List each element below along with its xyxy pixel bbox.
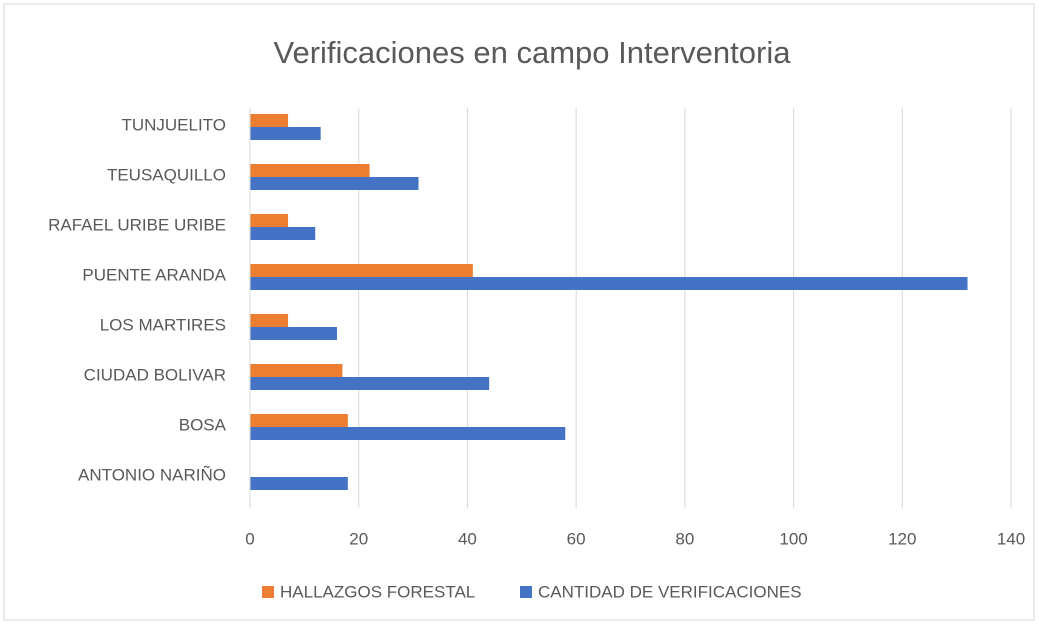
y-tick-label: CIUDAD BOLIVAR	[84, 365, 226, 384]
x-tick-label: 100	[779, 529, 807, 548]
bar	[250, 114, 289, 127]
y-tick-label: RAFAEL URIBE URIBE	[48, 215, 226, 234]
bar	[250, 177, 419, 190]
y-tick-label: ANTONIO NARIÑO	[78, 465, 226, 484]
x-tick-label: 20	[349, 529, 368, 548]
bar	[250, 327, 337, 340]
y-tick-label: PUENTE ARANDA	[82, 265, 226, 284]
x-tick-label: 120	[888, 529, 916, 548]
legend-swatch	[520, 586, 532, 598]
x-tick-label: 60	[567, 529, 586, 548]
bar	[250, 377, 490, 390]
bar	[250, 427, 566, 440]
x-tick-label: 80	[675, 529, 694, 548]
bar	[250, 277, 968, 290]
chart-border	[3, 3, 1035, 621]
bar	[250, 214, 289, 227]
x-tick-label: 40	[458, 529, 477, 548]
y-tick-label: BOSA	[179, 415, 227, 434]
legend-label: HALLAZGOS FORESTAL	[280, 582, 475, 601]
bar	[250, 164, 370, 177]
x-tick-label: 140	[997, 529, 1025, 548]
legend-label: CANTIDAD DE VERIFICACIONES	[538, 582, 802, 601]
y-tick-label: LOS MARTIRES	[100, 315, 226, 334]
bar	[250, 127, 321, 140]
bar	[250, 314, 289, 327]
bar	[250, 227, 316, 240]
bar	[250, 477, 348, 490]
y-tick-label: TEUSAQUILLO	[107, 165, 226, 184]
bar	[250, 414, 348, 427]
chart-title: Verificaciones en campo Interventoria	[274, 35, 792, 70]
y-tick-label: TUNJUELITO	[121, 115, 226, 134]
x-tick-label: 0	[245, 529, 254, 548]
bar	[250, 364, 343, 377]
legend-swatch	[262, 586, 274, 598]
bar	[250, 264, 473, 277]
